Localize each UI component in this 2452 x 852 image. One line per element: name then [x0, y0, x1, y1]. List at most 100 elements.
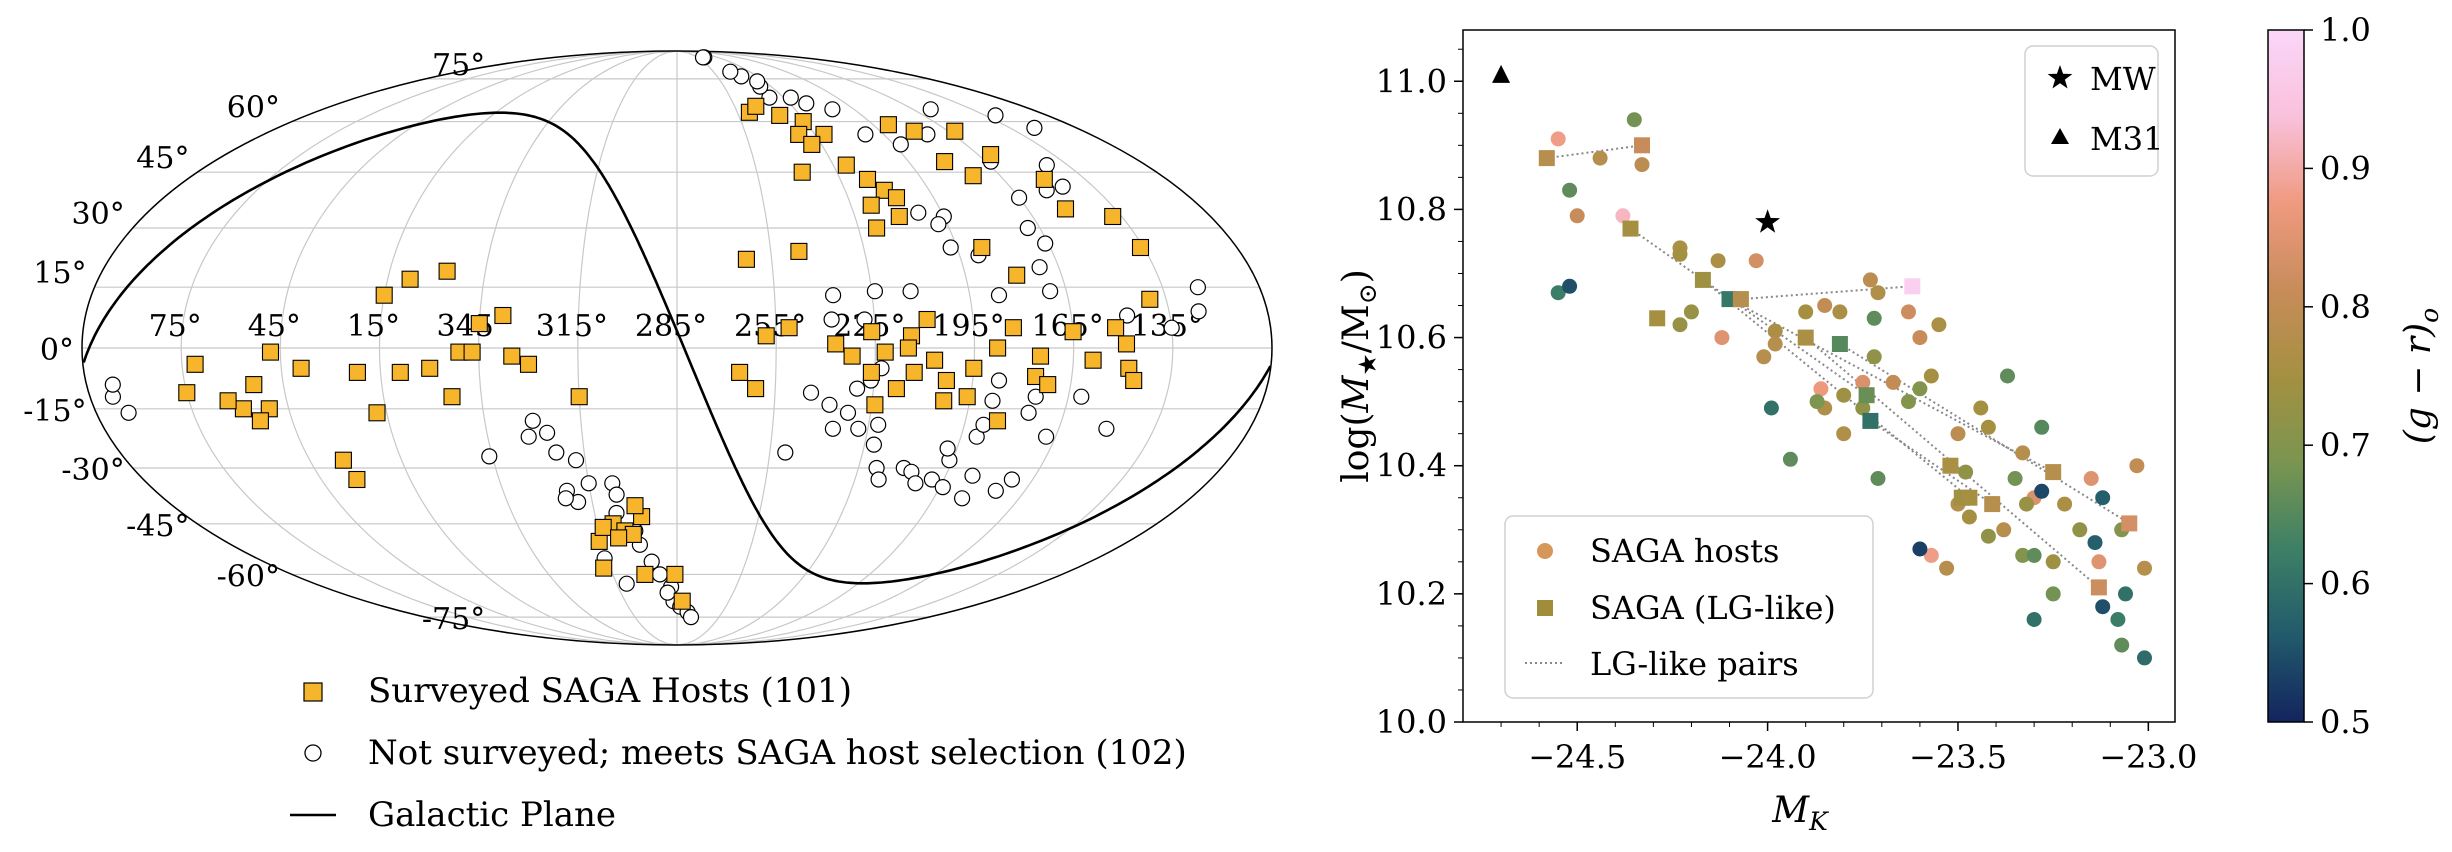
saga-host-point	[1923, 547, 1939, 563]
lg-like-pair-line	[1740, 285, 1913, 301]
saga-host-point	[1836, 387, 1852, 403]
longitude-tick-label: 75°	[149, 309, 202, 344]
not-surveyed-host-point	[722, 63, 739, 80]
saga-host-point	[1714, 330, 1730, 346]
surveyed-host-point	[443, 388, 461, 406]
saga-host-point	[2026, 612, 2042, 627]
saga-host-point	[1901, 394, 1916, 410]
not-surveyed-host-point	[923, 471, 941, 488]
reference-legend: MW M31	[2024, 45, 2163, 177]
saga-host-point	[1836, 426, 1852, 442]
surveyed-host-point	[666, 565, 684, 583]
saga-host-point	[1855, 374, 1871, 390]
y-tick-label: 10.0	[1376, 703, 1447, 741]
surveyed-host-point	[935, 392, 953, 410]
saga-host-point	[2095, 599, 2111, 615]
surveyed-host-point	[1117, 335, 1136, 353]
saga-host-point	[1862, 272, 1878, 288]
sky-grid	[82, 51, 1272, 645]
legend-marker-saga-hosts	[1537, 543, 1553, 559]
not-surveyed-host-point	[694, 49, 712, 66]
not-surveyed-host-point	[1037, 235, 1054, 252]
not-surveyed-host-point	[942, 239, 959, 256]
surveyed-host-point	[594, 518, 612, 536]
surveyed-host-point	[624, 525, 642, 543]
surveyed-host-point	[747, 97, 765, 115]
saga-lg-like-point	[1904, 278, 1921, 295]
surveyed-host-point	[368, 404, 386, 422]
not-surveyed-host-point	[798, 95, 815, 112]
surveyed-host-point	[965, 359, 983, 377]
surveyed-host-point	[251, 412, 269, 430]
surveyed-host-point	[626, 497, 644, 515]
sky-map: 75°45°15°345°315°285°255°225°195°165°135…	[23, 48, 1273, 646]
surveyed-host-point	[790, 242, 808, 260]
surveyed-host-point	[1107, 319, 1125, 337]
surveyed-host-point	[1056, 200, 1075, 218]
longitude-tick-label: 285°	[635, 309, 707, 344]
surveyed-host-point	[178, 384, 196, 402]
surveyed-host-point	[636, 565, 654, 583]
not-surveyed-host-point	[659, 584, 676, 601]
saga-lg-like-point	[1634, 137, 1650, 154]
not-surveyed-host-point	[984, 392, 1001, 409]
sample-legend: SAGA hosts SAGA (LG-like) LG-like pairs	[1504, 515, 1874, 699]
saga-host-point	[1912, 381, 1928, 397]
saga-lg-like-point	[2121, 515, 2138, 532]
saga-host-point	[2026, 547, 2042, 563]
sky-boundary	[81, 50, 1273, 646]
saga-host-point	[1885, 374, 1901, 390]
not-surveyed-host-point	[824, 101, 841, 118]
y-tick-label: 10.2	[1376, 575, 1447, 613]
legend-label-saga-lg-like: SAGA (LG-like)	[1590, 589, 1836, 627]
triangle-icon	[2051, 128, 2069, 144]
x-axis-label: MK	[1771, 790, 1829, 836]
not-surveyed-host-point	[749, 73, 766, 90]
saga-lg-like-point	[1797, 329, 1814, 346]
saga-host-point	[1950, 426, 1966, 442]
saga-host-point	[2091, 554, 2107, 570]
not-surveyed-host-point	[1190, 303, 1207, 320]
surveyed-host-point	[438, 262, 456, 280]
not-surveyed-host-point	[824, 287, 842, 304]
not-surveyed-host-point	[1031, 259, 1048, 276]
longitude-tick-labels: 75°45°15°345°315°285°255°225°195°165°135…	[149, 309, 1203, 344]
y-tick-label: 10.6	[1376, 319, 1447, 357]
not-surveyed-host-point	[777, 444, 794, 461]
legend-marker-saga-lg-like	[1537, 600, 1553, 616]
not-surveyed-host-point	[870, 471, 887, 488]
colorbar-label: (g − r)o	[2398, 308, 2444, 444]
not-surveyed-host-point	[866, 283, 884, 300]
colorbar-tick-label: 0.9	[2320, 149, 2371, 187]
latitude-tick-label: -75°	[422, 602, 485, 637]
surveyed-host-point	[862, 196, 880, 214]
surveyed-host-point	[863, 323, 881, 341]
latitude-tick-label: 0°	[40, 333, 74, 368]
surveyed-host-point	[890, 207, 908, 226]
surveyed-host-point	[334, 451, 352, 469]
saga-host-point	[1550, 285, 1566, 301]
not-surveyed-host-point	[934, 479, 951, 496]
saga-host-point	[1996, 522, 2012, 538]
surveyed-host-point	[261, 343, 280, 361]
surveyed-host-point	[219, 392, 237, 410]
scatter-points	[1538, 112, 2152, 666]
m31-triangle-marker	[1492, 64, 1511, 83]
surveyed-host-point	[793, 163, 811, 181]
surveyed-host-point	[926, 351, 944, 369]
y-tick-label: 10.8	[1376, 190, 1447, 228]
reference-galaxies	[1492, 64, 1780, 233]
longitude-tick-label: 315°	[536, 309, 608, 344]
saga-host-point	[1912, 541, 1928, 557]
saga-host-point	[1672, 246, 1688, 262]
legend-label-lg-like-pairs: LG-like pairs	[1590, 645, 1799, 683]
saga-host-point	[1923, 368, 1939, 384]
not-surveyed-host-point	[902, 283, 919, 300]
latitude-tick-label: 45°	[136, 141, 189, 176]
saga-lg-like-point	[1649, 310, 1666, 327]
colorbar-tick-label: 0.6	[2320, 565, 2371, 603]
saga-lg-like-point	[1831, 336, 1848, 352]
saga-host-point	[2015, 445, 2031, 461]
not-surveyed-host-point	[848, 380, 866, 397]
not-surveyed-host-point	[990, 372, 1008, 389]
